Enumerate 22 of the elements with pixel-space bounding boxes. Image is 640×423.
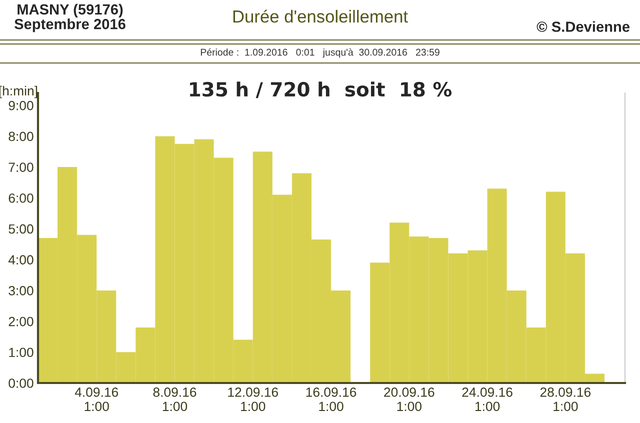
x-tick-label: 24.09.16 1:00 <box>462 388 512 412</box>
x-tick-label: 28.09.16 1:00 <box>540 388 591 412</box>
x-tick-label: 20.09.16 1:00 <box>384 388 434 412</box>
y-tick-label: 2:00 <box>8 316 34 326</box>
y-tick-label: 0:00 <box>8 378 34 388</box>
chart-subtitle: Période : 1.09.2016 0:01 jusqu'à 30.09.2016 23:59 <box>200 48 440 58</box>
y-tick-label: 3:00 <box>8 286 34 296</box>
y-tick-label: 1:00 <box>9 348 34 358</box>
y-tick-label: 5:00 <box>8 224 34 234</box>
y-tick-label: 8:00 <box>8 132 34 142</box>
y-tick-label: 4:00 <box>8 255 34 265</box>
x-tick-label: 8.09.16 1:00 <box>153 388 196 412</box>
y-tick-label: 6:00 <box>8 193 34 203</box>
chart-title: Durée d'ensoleillement <box>233 10 408 23</box>
y-tick-label: 9:00 <box>8 100 34 110</box>
text: © S.Devienne <box>536 21 630 32</box>
x-tick-label: 16.09.16 1:00 <box>306 388 356 412</box>
x-tick-label: 4.09.16 1:00 <box>74 388 118 412</box>
y-tick-label: 7:00 <box>8 162 34 172</box>
x-tick-label: 12.09.16 1:00 <box>228 388 278 412</box>
annotation: 135 h / 720 h soit 18 % <box>190 82 452 98</box>
text: MASNY (59176) Septembre 2016 <box>14 4 126 32</box>
